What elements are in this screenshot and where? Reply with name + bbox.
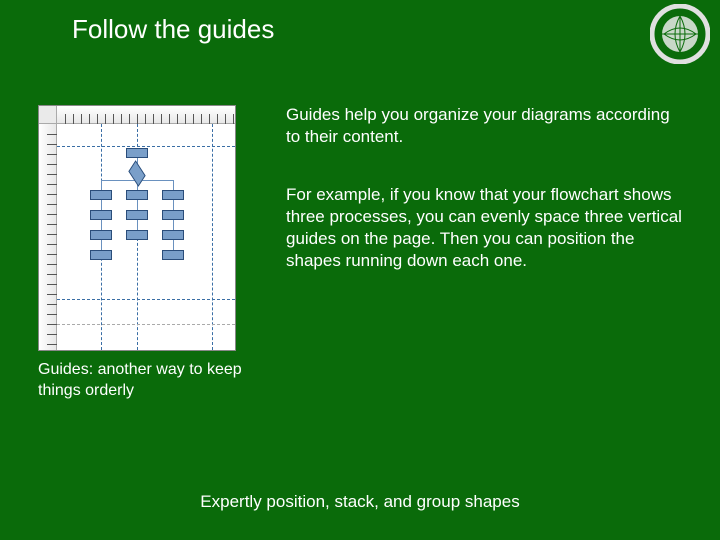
diagram-canvas: [57, 124, 235, 350]
ruler-tick: [47, 184, 57, 185]
flowchart-process-box: [90, 190, 112, 200]
flowchart-process-box: [126, 190, 148, 200]
page-title: Follow the guides: [72, 14, 274, 45]
ruler-tick: [97, 114, 98, 124]
ruler-tick: [47, 304, 57, 305]
flowchart-connector: [173, 240, 174, 250]
ruler-tick: [225, 114, 226, 124]
ruler-tick: [47, 274, 57, 275]
flowchart-process-box: [126, 148, 148, 158]
ruler-tick: [169, 114, 170, 124]
flowchart-process-box: [90, 250, 112, 260]
ruler-tick: [47, 214, 57, 215]
ruler-tick: [47, 264, 57, 265]
ruler-tick: [113, 114, 114, 124]
ruler-tick: [193, 114, 194, 124]
flowchart-decision-diamond: [128, 160, 145, 187]
guide-horizontal: [57, 299, 235, 300]
ruler-horizontal: [57, 106, 235, 124]
flowchart-process-box: [162, 210, 184, 220]
flowchart-connector: [101, 240, 102, 250]
ruler-tick: [47, 144, 57, 145]
flowchart-connector: [101, 220, 102, 230]
ruler-tick: [233, 114, 234, 124]
ruler-tick: [145, 114, 146, 124]
ruler-tick: [209, 114, 210, 124]
ruler-tick: [73, 114, 74, 124]
ruler-tick: [129, 114, 130, 124]
flowchart-process-box: [126, 210, 148, 220]
flowchart-connector: [101, 180, 102, 190]
ruler-tick: [47, 154, 57, 155]
body-paragraph-2: For example, if you know that your flowc…: [286, 184, 686, 272]
institution-logo: [650, 4, 710, 64]
ruler-tick: [47, 314, 57, 315]
flowchart-process-box: [162, 190, 184, 200]
footer-text: Expertly position, stack, and group shap…: [0, 492, 720, 512]
flowchart-process-box: [162, 230, 184, 240]
ruler-tick: [47, 334, 57, 335]
guide-horizontal: [57, 146, 235, 147]
diagram-thumbnail: [38, 105, 236, 351]
ruler-tick: [201, 114, 202, 124]
flowchart-connector: [173, 180, 174, 190]
ruler-tick: [105, 114, 106, 124]
ruler-tick: [47, 194, 57, 195]
ruler-tick: [153, 114, 154, 124]
ruler-tick: [47, 344, 57, 345]
flowchart-process-box: [90, 230, 112, 240]
ruler-tick: [65, 114, 66, 124]
ruler-tick: [47, 284, 57, 285]
ruler-tick: [47, 324, 57, 325]
page-break: [57, 324, 235, 325]
diagram-caption: Guides: another way to keep things order…: [38, 360, 258, 402]
ruler-tick: [47, 234, 57, 235]
ruler-tick: [177, 114, 178, 124]
ruler-tick: [47, 204, 57, 205]
body-paragraph-1: Guides help you organize your diagrams a…: [286, 104, 686, 148]
ruler-tick: [81, 114, 82, 124]
flowchart-process-box: [162, 250, 184, 260]
ruler-tick: [47, 294, 57, 295]
ruler-tick: [47, 254, 57, 255]
flowchart-connector: [173, 220, 174, 230]
flowchart-process-box: [90, 210, 112, 220]
flowchart-connector: [101, 200, 102, 210]
ruler-tick: [217, 114, 218, 124]
guide-vertical: [212, 124, 213, 350]
ruler-tick: [89, 114, 90, 124]
flowchart-connector: [173, 200, 174, 210]
ruler-vertical: [39, 124, 57, 350]
ruler-tick: [161, 114, 162, 124]
ruler-tick: [47, 244, 57, 245]
ruler-tick: [121, 114, 122, 124]
ruler-tick: [185, 114, 186, 124]
ruler-tick: [47, 174, 57, 175]
ruler-tick: [47, 224, 57, 225]
ruler-corner: [39, 106, 57, 124]
flowchart-connector: [137, 200, 138, 210]
ruler-tick: [137, 114, 138, 124]
ruler-tick: [47, 164, 57, 165]
flowchart-connector: [137, 220, 138, 230]
flowchart-process-box: [126, 230, 148, 240]
ruler-tick: [47, 134, 57, 135]
